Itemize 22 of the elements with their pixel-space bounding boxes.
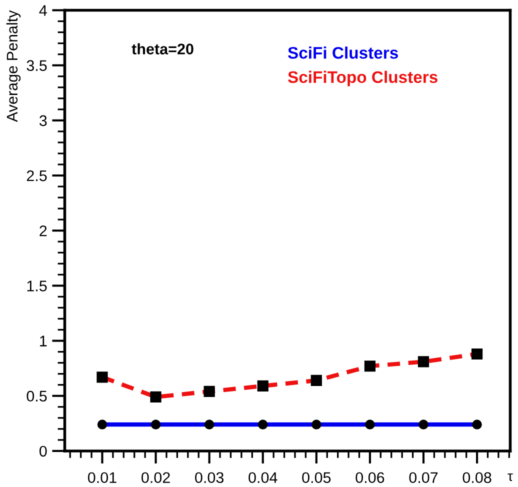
x-axis-title: τ [508, 474, 513, 481]
y-tick-label: 3.5 [26, 60, 47, 72]
text: SciFi Clusters [288, 46, 398, 59]
x-tick-label: 0.01 [88, 472, 116, 484]
x-tick-label: 0.04 [248, 472, 278, 484]
y-tick-label: 2 [40, 225, 47, 236]
y-axis-title: Average Penalty [6, 10, 21, 122]
annotation: theta=20 [132, 43, 194, 54]
x-tick-label: 0.02 [142, 472, 170, 484]
y-tick-label: 4 [39, 5, 47, 16]
x-tick-label: 0.05 [302, 472, 331, 484]
text: SciFiTopo Clusters [288, 70, 438, 86]
y-tick-label: 3 [39, 115, 47, 126]
x-tick-label: 0.08 [462, 472, 492, 484]
y-tick-label: 0 [39, 446, 47, 457]
y-tick-label: 1.5 [27, 280, 47, 292]
x-tick-label: 0.03 [195, 472, 224, 484]
x-tick-label: 0.06 [356, 472, 384, 484]
y-tick-label: 2.5 [26, 170, 47, 182]
y-tick-label: 0.5 [26, 390, 47, 402]
x-tick-label: 0.07 [409, 472, 438, 484]
y-tick-label: 1 [40, 336, 47, 346]
